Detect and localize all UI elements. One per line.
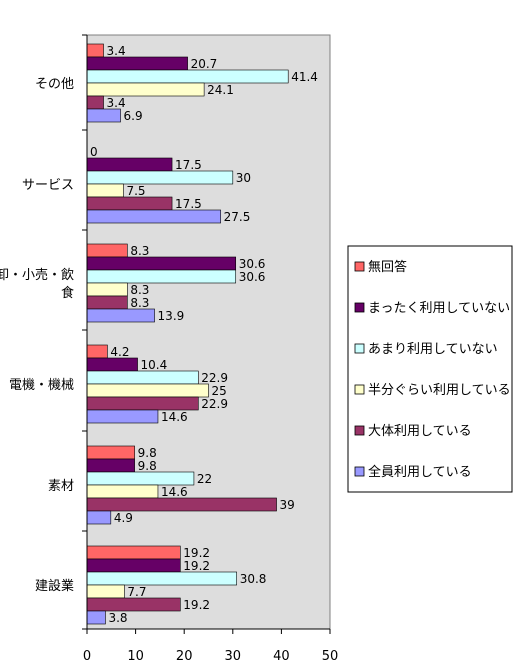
value-label: 13.9	[158, 309, 185, 323]
value-label: 0	[90, 145, 98, 159]
bar-1-4	[86, 344, 108, 359]
category-label: 建設業	[35, 578, 74, 594]
bar-2-6	[86, 558, 181, 573]
value-label: 27.5	[224, 210, 251, 224]
bar-3-2	[86, 170, 234, 185]
category-label: 素材	[48, 479, 74, 494]
value-label: 30	[236, 171, 251, 185]
value-label: 19.2	[183, 546, 210, 560]
bar-1-3	[86, 243, 128, 258]
value-label: 24.1	[207, 83, 234, 97]
x-tick-label: 0	[83, 649, 91, 663]
category-label: 食	[61, 285, 74, 301]
bar-4-5	[86, 484, 159, 499]
value-label: 17.5	[175, 158, 202, 172]
value-label: 8.3	[130, 283, 149, 297]
bar-4-4	[86, 383, 209, 398]
bar-6-3	[86, 308, 155, 323]
value-label: 39	[280, 498, 295, 512]
legend-swatch-2	[354, 302, 365, 313]
value-label: 3.8	[108, 611, 127, 625]
legend-swatch-1	[354, 261, 365, 272]
legend-swatch-5	[354, 425, 365, 436]
value-label: 7.5	[126, 184, 145, 198]
x-tick-label: 30	[225, 649, 242, 663]
value-label: 3.4	[107, 96, 126, 110]
value-label: 14.6	[161, 410, 188, 424]
category-label: 卸・小売・飲	[0, 267, 74, 283]
legend-label-6: 全員利用している	[368, 464, 472, 480]
bar-3-4	[86, 370, 199, 385]
bar-2-3	[86, 256, 237, 271]
bar-5-1	[86, 95, 104, 110]
x-tick-label: 50	[322, 649, 339, 663]
bar-5-4	[86, 396, 199, 411]
value-label: 4.9	[114, 511, 133, 525]
value-label: 30.6	[239, 257, 266, 271]
value-label: 19.2	[183, 598, 210, 612]
bar-5-2	[86, 196, 173, 211]
bar-6-6	[86, 610, 106, 625]
bar-2-4	[86, 357, 138, 372]
value-label: 22.9	[201, 397, 228, 411]
value-label: 8.3	[130, 244, 149, 258]
bar-3-5	[86, 471, 195, 486]
x-tick-label: 20	[176, 649, 193, 663]
bar-4-6	[86, 584, 125, 599]
legend-swatch-6	[354, 466, 365, 477]
bar-6-2	[86, 209, 221, 224]
bar-2-1	[86, 56, 188, 71]
legend-swatch-4	[354, 384, 365, 395]
value-label: 19.2	[183, 559, 210, 573]
bar-4-3	[86, 282, 128, 297]
plot-area	[86, 34, 331, 630]
value-label: 4.2	[110, 345, 129, 359]
legend-box	[347, 245, 513, 493]
value-label: 10.4	[141, 358, 168, 372]
category-label: 電機・機械	[9, 378, 74, 393]
category-label: その他	[35, 77, 74, 92]
bar-1-6	[86, 545, 181, 560]
bar-5-5	[86, 497, 277, 512]
x-tick-label: 40	[273, 649, 290, 663]
bar-4-2	[86, 183, 124, 198]
legend-label-4: 半分ぐらい利用している	[368, 383, 511, 398]
bar-3-6	[86, 571, 237, 586]
value-label: 20.7	[191, 57, 218, 71]
bar-6-4	[86, 409, 159, 424]
value-label: 7.7	[127, 585, 146, 599]
bar-3-3	[86, 269, 237, 284]
value-label: 3.4	[107, 44, 126, 58]
value-label: 9.8	[138, 446, 157, 460]
bar-5-3	[86, 295, 128, 310]
bar-6-5	[86, 510, 112, 525]
value-label: 30.6	[239, 270, 266, 284]
x-tick-label: 10	[127, 649, 144, 663]
bar-5-6	[86, 597, 181, 612]
bar-6-1	[86, 108, 121, 123]
bar-1-1	[86, 43, 104, 58]
value-label: 14.6	[161, 485, 188, 499]
legend-swatch-3	[354, 343, 365, 354]
legend-label-5: 大体利用している	[368, 424, 472, 439]
value-label: 17.5	[175, 197, 202, 211]
legend-label-2: まったく利用していない	[368, 301, 510, 316]
bar-1-5	[86, 445, 135, 460]
bar-2-5	[86, 458, 135, 473]
value-label: 30.8	[240, 572, 267, 586]
value-label: 22.9	[201, 371, 228, 385]
legend-label-3: あまり利用していない	[368, 342, 498, 357]
bar-3-1	[86, 69, 289, 84]
value-label: 6.9	[124, 109, 143, 123]
value-label: 8.3	[130, 296, 149, 310]
category-label: サービス	[22, 178, 74, 193]
bar-4-1	[86, 82, 205, 97]
value-label: 9.8	[138, 459, 157, 473]
value-label: 41.4	[291, 70, 318, 84]
legend-label-1: 無回答	[368, 259, 407, 275]
value-label: 25	[212, 384, 227, 398]
value-label: 22	[197, 472, 212, 486]
bar-2-2	[86, 157, 173, 172]
